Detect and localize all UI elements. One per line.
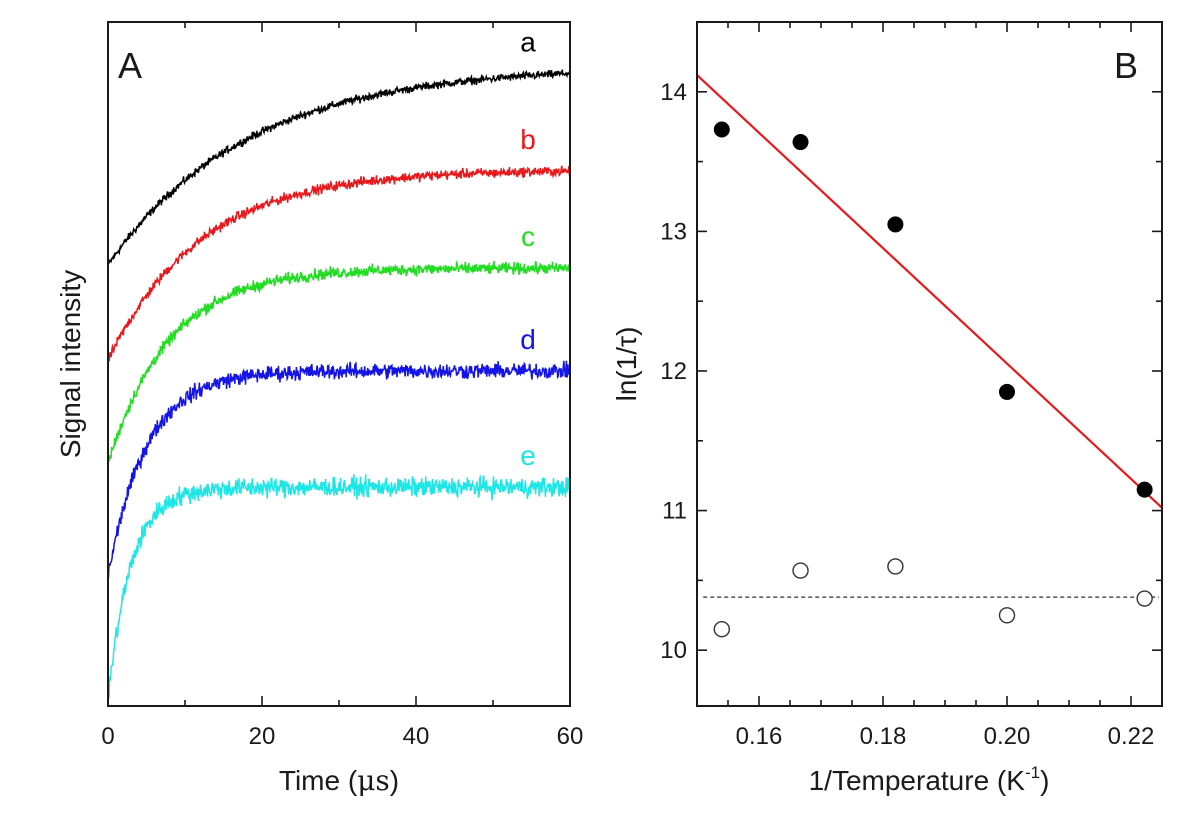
panel-b-x-tick-label: 0.16 bbox=[736, 723, 783, 750]
trace-c bbox=[107, 260, 571, 464]
panel-a-x-tick-label: 60 bbox=[557, 723, 584, 750]
panel-a-ticks bbox=[107, 22, 571, 706]
panel-a-x-tick-label: 20 bbox=[249, 723, 276, 750]
panel-b-x-axis-label: 1/Temperature (K-1) bbox=[809, 763, 1050, 796]
panel-a-x-tick-label: 0 bbox=[101, 723, 114, 750]
panel-a-x-tick-label: 40 bbox=[403, 723, 430, 750]
panel-b-letter: B bbox=[1114, 45, 1138, 86]
panel-b-ticks bbox=[696, 21, 1162, 706]
open-point bbox=[792, 562, 809, 579]
trace-label-a: a bbox=[520, 26, 536, 57]
panel-b-lines bbox=[696, 74, 1163, 598]
panel-b-x-tick-label: 0.18 bbox=[860, 723, 907, 750]
filled-point bbox=[887, 216, 904, 233]
panel-a-letter: A bbox=[118, 45, 142, 86]
trace-label-d: d bbox=[520, 324, 536, 355]
panel-b-x-tick-label: 0.20 bbox=[984, 723, 1031, 750]
trace-label-c: c bbox=[521, 221, 535, 252]
trace-d bbox=[107, 360, 571, 579]
panel-b-frame bbox=[696, 21, 1163, 707]
filled-point bbox=[1136, 481, 1153, 498]
filled-point bbox=[792, 134, 809, 151]
panel-b-y-tick-label: 10 bbox=[660, 637, 687, 664]
trace-b bbox=[107, 165, 571, 362]
trace-a bbox=[107, 69, 571, 266]
filled-point bbox=[999, 383, 1015, 400]
panel-b: 0.16 0.18 0.20 0.22 10 11 12 13 14 B 1/Temperatu… bbox=[611, 21, 1163, 796]
trace-label-b: b bbox=[520, 124, 536, 155]
trace-e bbox=[107, 474, 571, 700]
panel-a-frame bbox=[107, 21, 571, 707]
open-point bbox=[998, 607, 1016, 624]
filled-point bbox=[713, 121, 730, 138]
panel-a-y-axis-label: Signal intensity bbox=[55, 270, 86, 458]
panel-b-tick-labels: 0.16 0.18 0.20 0.22 10 11 12 13 14 bbox=[660, 79, 1154, 750]
panel-a-tick-labels: 0 20 40 60 bbox=[101, 723, 583, 750]
panel-a: 0 20 40 60 a b c d e A Time (μs) Signal intensi… bbox=[55, 21, 583, 797]
fit-line bbox=[696, 74, 1163, 509]
panel-a-x-axis-label: Time (μs) bbox=[279, 764, 399, 797]
panel-b-y-tick-label: 14 bbox=[660, 79, 687, 106]
trace-label-e: e bbox=[520, 440, 536, 471]
open-point bbox=[887, 558, 904, 575]
panel-b-y-axis-label: ln(1/τ) bbox=[611, 327, 642, 402]
open-point bbox=[1136, 590, 1153, 607]
panel-a-traces bbox=[107, 69, 571, 700]
panel-b-y-tick-label: 13 bbox=[660, 218, 687, 245]
panel-b-points bbox=[713, 121, 1153, 638]
panel-a-trace-labels: a b c d e bbox=[520, 26, 536, 471]
panel-b-y-tick-label: 11 bbox=[662, 498, 687, 525]
panel-b-x-tick-label: 0.22 bbox=[1108, 723, 1155, 750]
panel-b-y-tick-label: 12 bbox=[660, 358, 687, 385]
open-point bbox=[713, 621, 730, 638]
